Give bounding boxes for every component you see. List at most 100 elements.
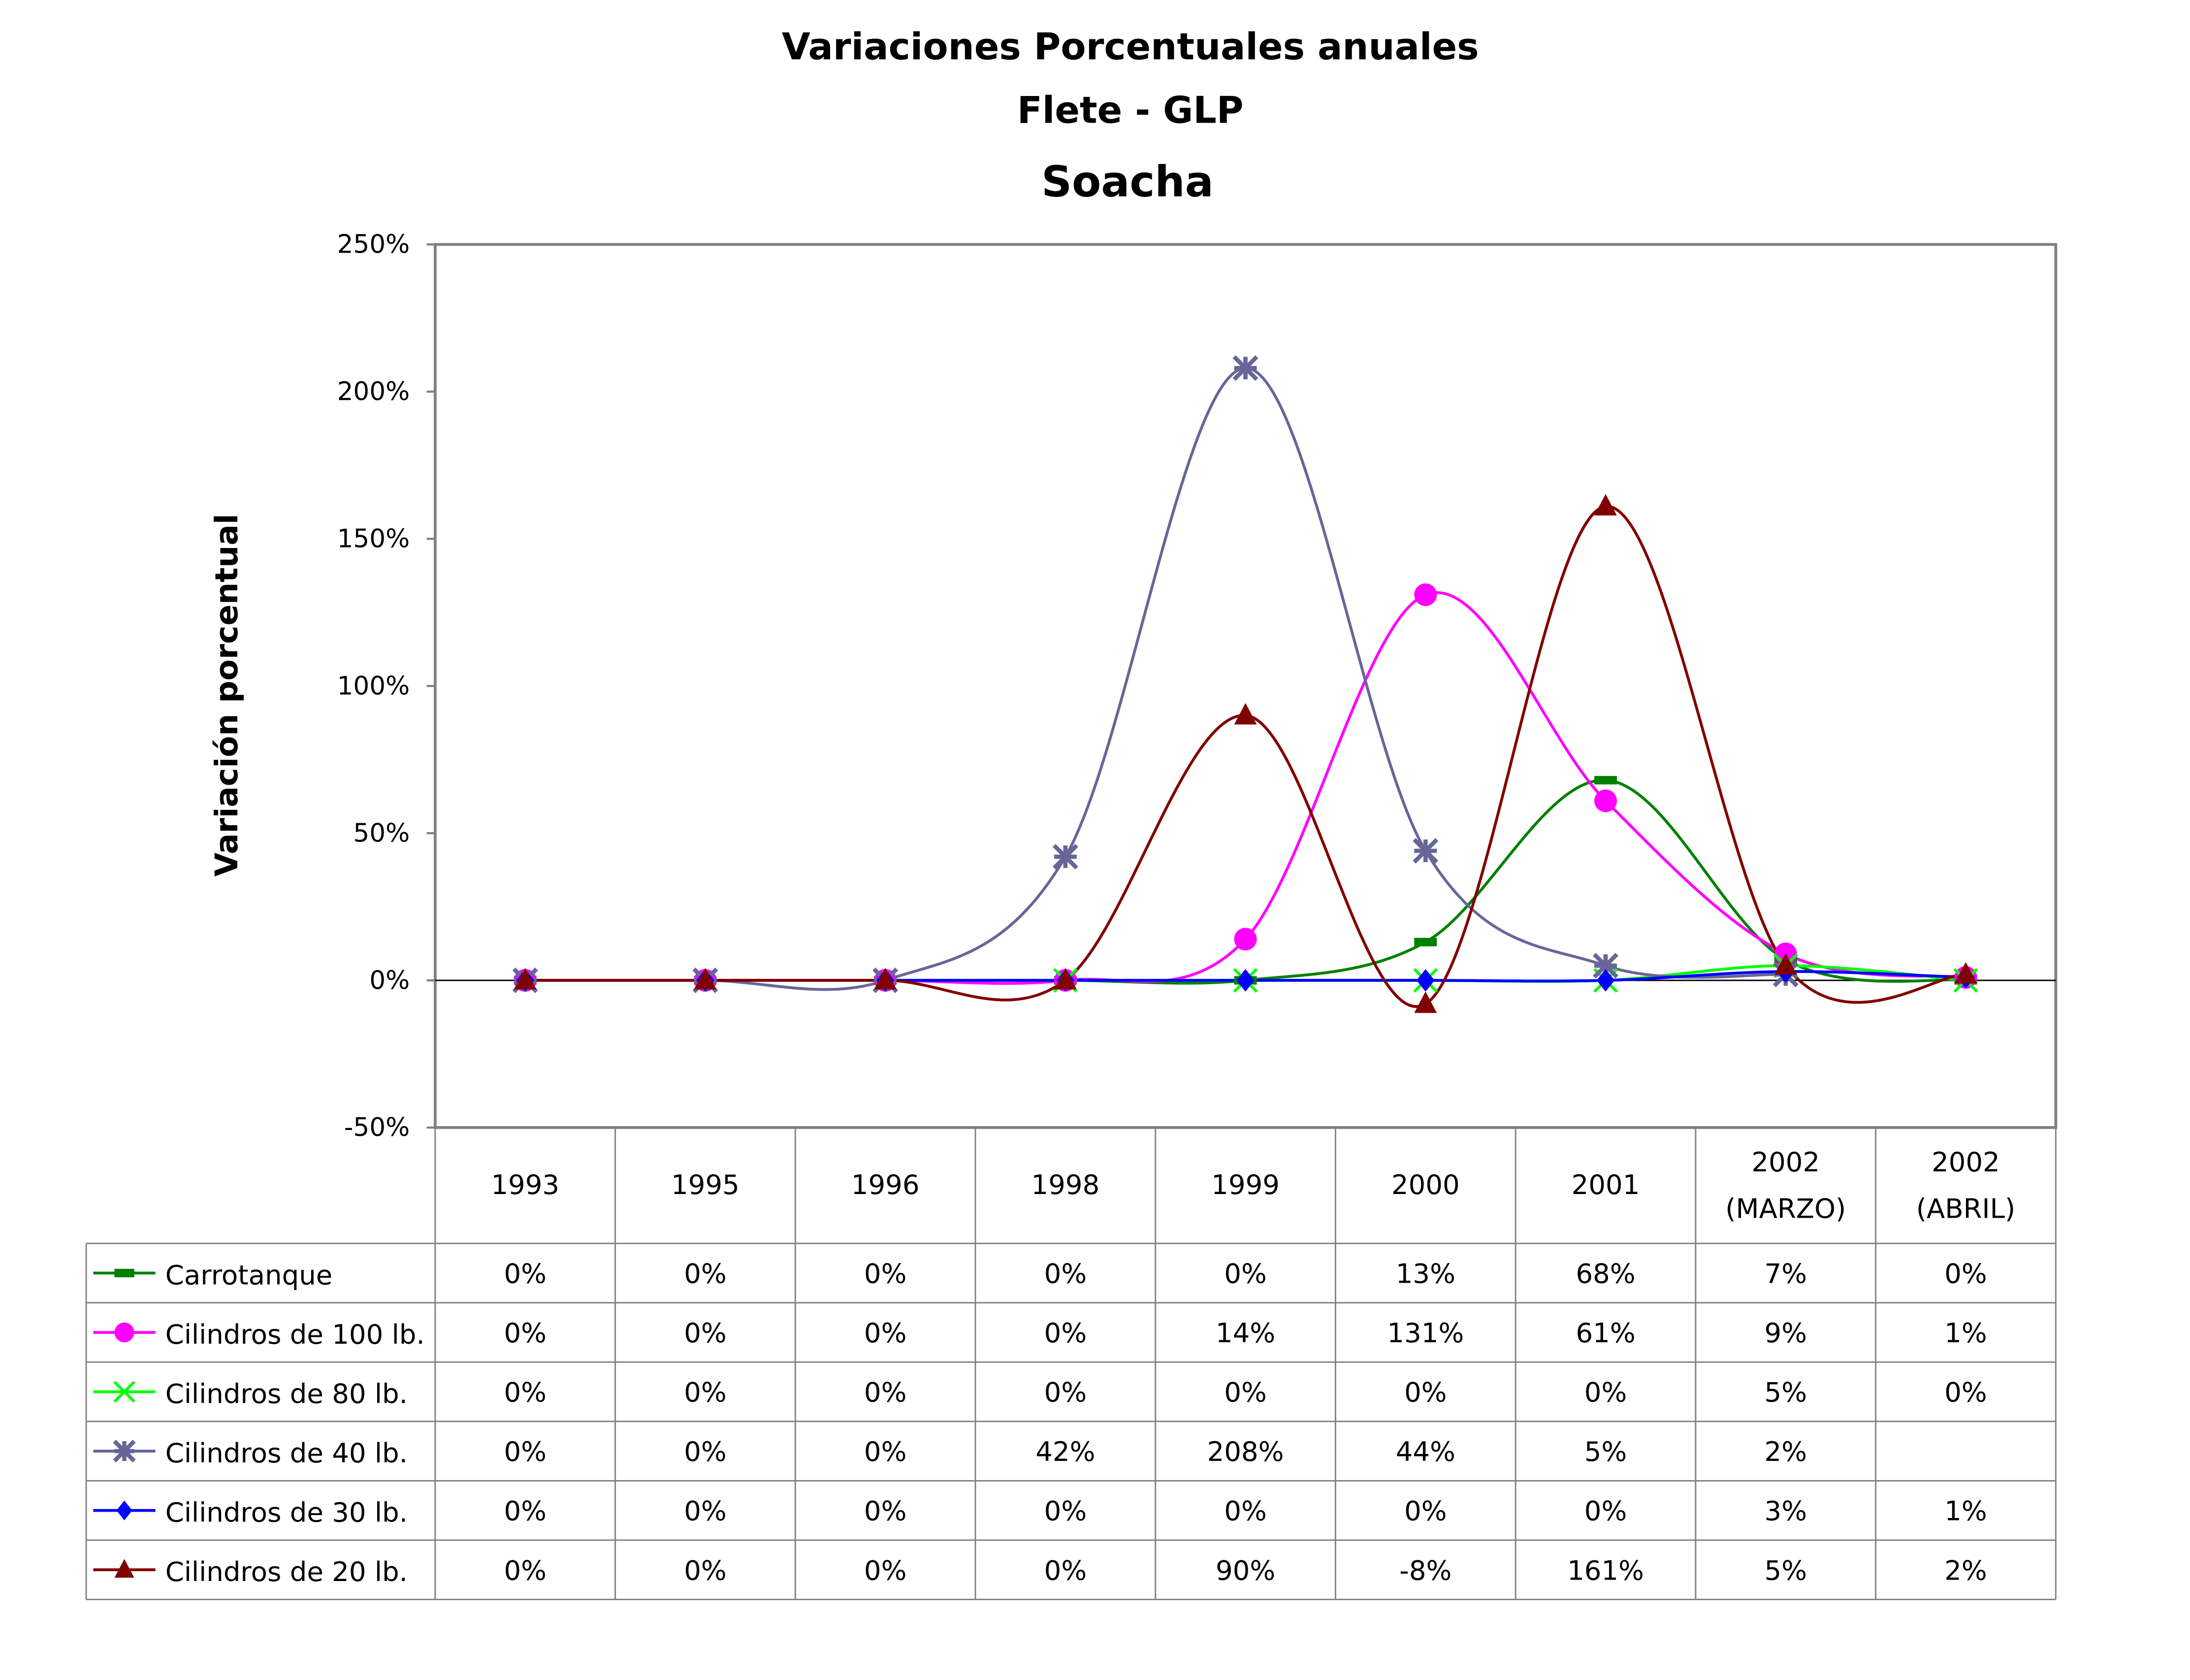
- category-label: 1993: [491, 1169, 559, 1200]
- table-cell: 0%: [1044, 1554, 1087, 1586]
- table-cell: 13%: [1396, 1258, 1455, 1290]
- category-label: 1995: [671, 1169, 740, 1200]
- table-cell: 0%: [1224, 1258, 1267, 1290]
- y-tick-label: 200%: [337, 377, 410, 407]
- table-cell: 0%: [864, 1554, 907, 1586]
- table-cell: 0%: [684, 1317, 727, 1349]
- legend-label: Carrotanque: [165, 1260, 333, 1291]
- table-cell: 0%: [1044, 1258, 1087, 1290]
- category-label: 2001: [1572, 1169, 1640, 1200]
- table-cell: 0%: [504, 1436, 546, 1467]
- table-cell: 0%: [1224, 1377, 1267, 1408]
- category-label: 1998: [1031, 1169, 1100, 1200]
- table-cell: 0%: [1944, 1377, 1987, 1408]
- table-cell: 0%: [684, 1377, 727, 1408]
- y-tick-label: 100%: [337, 671, 410, 701]
- data-point: [1594, 775, 1617, 785]
- data-point: [1596, 969, 1615, 992]
- table-cell: 0%: [1584, 1495, 1627, 1527]
- chart-subtitle: Flete - GLP: [1017, 89, 1244, 132]
- table-cell: 5%: [1765, 1554, 1807, 1586]
- table-cell: 0%: [504, 1554, 546, 1586]
- table-cell: 131%: [1387, 1317, 1464, 1349]
- data-point: [1416, 969, 1435, 992]
- legend-marker: [113, 1381, 135, 1403]
- table-cell: 61%: [1576, 1317, 1635, 1349]
- table-cell: 44%: [1396, 1436, 1455, 1467]
- data-point: [1236, 969, 1255, 992]
- category-label: 1996: [851, 1169, 920, 1200]
- table-cell: 0%: [1584, 1377, 1627, 1408]
- data-point: [1234, 703, 1257, 725]
- table-cell: 0%: [1044, 1317, 1087, 1349]
- table-cell: 5%: [1584, 1436, 1627, 1467]
- data-point: [694, 968, 717, 990]
- table-cell: 14%: [1216, 1317, 1275, 1349]
- data-point: [1414, 991, 1437, 1013]
- chart-title: Variaciones Porcentuales anuales: [782, 26, 1479, 68]
- data-point: [1593, 953, 1619, 979]
- data-point: [1774, 953, 1797, 975]
- data-point: [1413, 838, 1439, 864]
- legend-label: Cilindros de 80 lb.: [165, 1378, 408, 1410]
- table-cell: 0%: [1944, 1258, 1987, 1290]
- category-label: 2002: [1932, 1146, 2000, 1178]
- series-line-3: [525, 366, 1786, 991]
- category-label: 1999: [1211, 1169, 1280, 1200]
- table-cell: 0%: [864, 1436, 907, 1467]
- table-cell: 90%: [1216, 1554, 1275, 1586]
- data-point: [1232, 355, 1258, 381]
- category-label: 2000: [1391, 1169, 1460, 1200]
- table-cell: 0%: [504, 1258, 546, 1290]
- table-cell: 2%: [1944, 1554, 1987, 1586]
- table-cell: 161%: [1567, 1554, 1644, 1586]
- data-point: [1054, 968, 1077, 990]
- table-cell: 0%: [864, 1317, 907, 1349]
- data-point: [1414, 937, 1437, 946]
- category-label: 2002: [1751, 1146, 1820, 1178]
- table-cell: 68%: [1576, 1258, 1635, 1290]
- data-point: [1052, 843, 1078, 870]
- table-cell: 7%: [1765, 1258, 1807, 1290]
- table-cell: 208%: [1207, 1436, 1284, 1467]
- data-point: [1954, 962, 1977, 984]
- legend-label: Cilindros de 100 lb.: [165, 1319, 425, 1350]
- y-axis-label: Variación porcentual: [208, 514, 245, 876]
- legend-marker: [114, 1268, 134, 1278]
- legend-label: Cilindros de 20 lb.: [165, 1556, 408, 1587]
- table-cell: 0%: [864, 1258, 907, 1290]
- y-tick-label: 0%: [369, 966, 410, 995]
- legend-marker: [116, 1500, 132, 1520]
- y-tick-label: -50%: [344, 1113, 410, 1142]
- table-cell: 0%: [1404, 1495, 1447, 1527]
- legend-marker: [113, 1439, 136, 1463]
- data-point: [1594, 494, 1617, 516]
- category-label-sub: (ABRIL): [1916, 1193, 2016, 1225]
- y-tick-label: 150%: [337, 524, 410, 554]
- y-tick-label: 250%: [337, 230, 410, 259]
- data-point: [1234, 928, 1257, 951]
- table-cell: 0%: [684, 1495, 727, 1527]
- chart-subtitle-location: Soacha: [1041, 158, 1214, 207]
- table-cell: 9%: [1765, 1317, 1807, 1349]
- table-cell: 0%: [684, 1554, 727, 1586]
- table-cell: 0%: [864, 1495, 907, 1527]
- table-cell: 0%: [1224, 1495, 1267, 1527]
- data-point: [874, 968, 897, 990]
- table-cell: 0%: [504, 1317, 546, 1349]
- table-cell: 0%: [1044, 1495, 1087, 1527]
- series-line-5: [525, 505, 1966, 1008]
- data-point: [1414, 583, 1437, 606]
- legend-marker: [114, 1559, 134, 1578]
- data-point: [1594, 789, 1617, 812]
- table-cell: 2%: [1765, 1436, 1807, 1467]
- category-label-sub: (MARZO): [1725, 1193, 1846, 1225]
- data-point: [514, 968, 537, 990]
- table-cell: 1%: [1944, 1317, 1987, 1349]
- legend-marker: [114, 1322, 134, 1343]
- table-cell: -8%: [1399, 1554, 1451, 1586]
- table-cell: 0%: [1404, 1377, 1447, 1408]
- table-cell: 42%: [1035, 1436, 1095, 1467]
- table-cell: 3%: [1765, 1495, 1807, 1527]
- table-cell: 0%: [684, 1436, 727, 1467]
